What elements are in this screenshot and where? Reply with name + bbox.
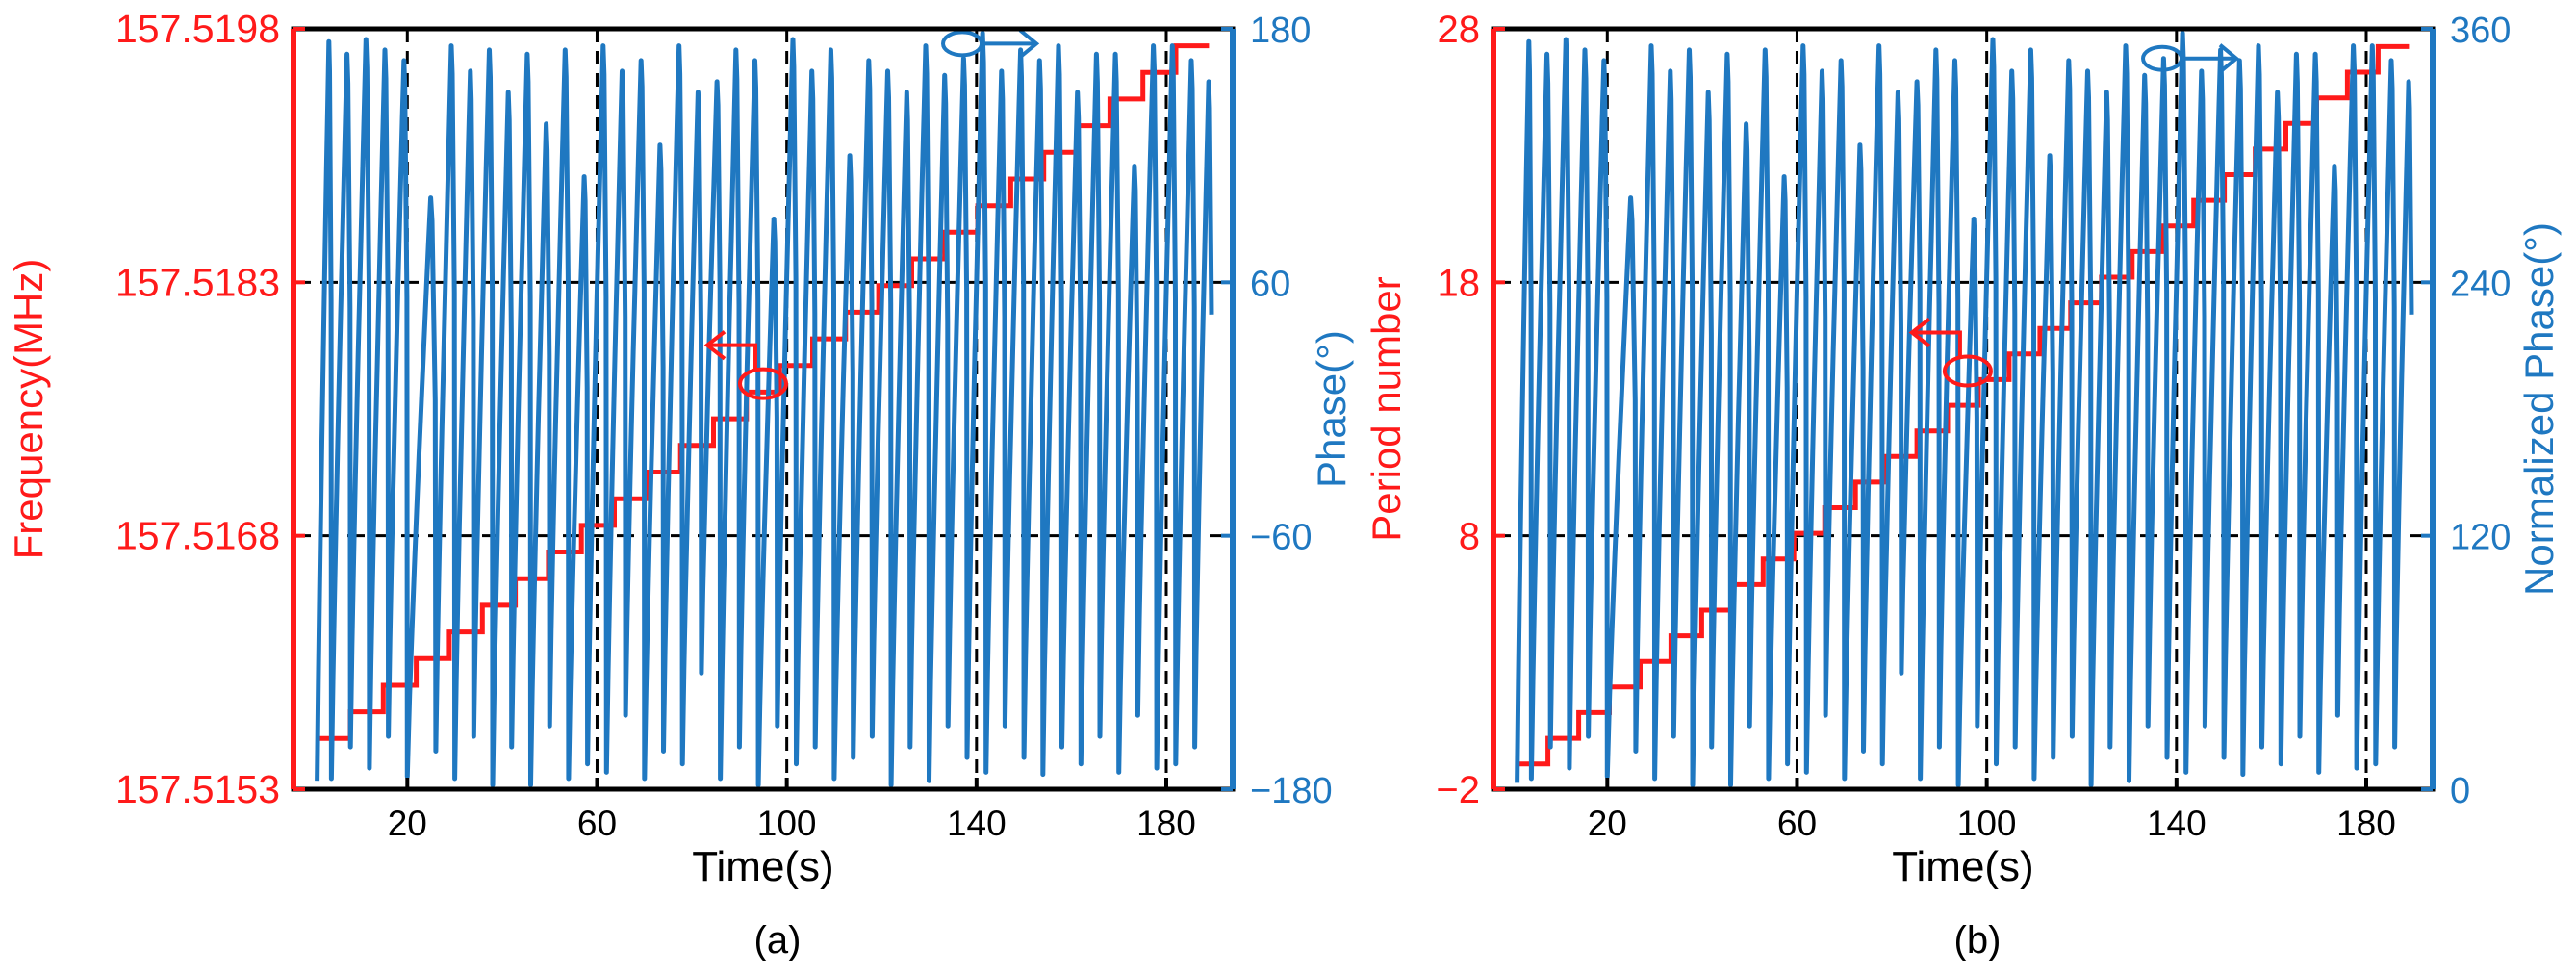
x-tick-label: 20 bbox=[388, 804, 427, 843]
right-y-tick-label: −60 bbox=[1250, 518, 1312, 558]
panel-a: 20 60 100 140 180 157.5153 157.5168 157.5183 157… bbox=[6, 7, 1354, 961]
x-tick-label: 60 bbox=[577, 804, 617, 843]
left-y-tick-label: 8 bbox=[1459, 516, 1480, 558]
right-axis-title: Phase(°) bbox=[1309, 330, 1354, 488]
right-axis-arrowhead bbox=[1018, 28, 1040, 59]
right-y-tick-label: −180 bbox=[1250, 771, 1333, 811]
panel-a-plot bbox=[315, 30, 1214, 788]
x-axis-title: Time(s) bbox=[692, 843, 833, 890]
right-axis-marker-ellipse bbox=[941, 30, 984, 58]
x-tick-label: 140 bbox=[2147, 804, 2206, 843]
panel-a-ticks bbox=[291, 27, 1236, 791]
left-axis-arrow bbox=[710, 343, 757, 371]
right-axis-arrowhead bbox=[2218, 43, 2240, 74]
left-axis-marker-ellipse bbox=[1942, 354, 1993, 388]
phase-series-line bbox=[315, 30, 1214, 788]
panel-caption: (b) bbox=[1954, 919, 2002, 961]
x-tick-label: 180 bbox=[2336, 804, 2396, 843]
left-axis-title: Period number bbox=[1364, 276, 1409, 541]
panel-b-labels: 20 60 100 140 180 −2 8 18 28 0 120 240 360 Time(s) Per… bbox=[1364, 9, 2562, 961]
x-tick-label: 100 bbox=[757, 804, 817, 843]
x-tick-label: 100 bbox=[1957, 804, 2017, 843]
x-tick-label: 180 bbox=[1136, 804, 1196, 843]
left-y-tick-label: −2 bbox=[1436, 769, 1480, 811]
left-axis-marker-ellipse bbox=[738, 367, 788, 400]
left-y-tick-label: 157.5198 bbox=[115, 7, 280, 51]
right-y-tick-label: 180 bbox=[1250, 11, 1311, 51]
panel-b-annotations bbox=[1908, 43, 2240, 388]
right-y-tick-label: 60 bbox=[1250, 264, 1290, 304]
x-axis-title: Time(s) bbox=[1892, 843, 2033, 890]
right-y-tick-label: 120 bbox=[2450, 518, 2511, 558]
x-tick-label: 140 bbox=[947, 804, 1007, 843]
right-y-tick-label: 360 bbox=[2450, 11, 2511, 51]
panel-a-labels: 20 60 100 140 180 157.5153 157.5168 157.5183 157… bbox=[6, 7, 1354, 961]
right-axis-title: Normalized Phase(°) bbox=[2516, 222, 2562, 596]
panel-b: 20 60 100 140 180 −2 8 18 28 0 120 240 360 Time(s) Per… bbox=[1364, 9, 2562, 961]
panel-b-plot bbox=[1515, 30, 2414, 788]
left-y-tick-label: 157.5168 bbox=[115, 514, 280, 558]
left-axis-arrowhead bbox=[1908, 317, 1931, 348]
right-y-tick-label: 0 bbox=[2450, 771, 2470, 811]
left-axis-arrow bbox=[1914, 330, 1962, 358]
left-axis-arrowhead bbox=[703, 330, 727, 361]
left-y-tick-label: 157.5153 bbox=[115, 767, 280, 811]
phase-series-line bbox=[1515, 30, 2414, 788]
panel-a-annotations bbox=[703, 28, 1040, 400]
panel-b-ticks bbox=[1491, 27, 2436, 791]
right-y-tick-label: 240 bbox=[2450, 264, 2511, 304]
panel-caption: (a) bbox=[754, 919, 802, 961]
left-axis-title: Frequency(MHz) bbox=[6, 259, 51, 560]
left-y-tick-label: 18 bbox=[1438, 262, 1481, 304]
left-y-tick-label: 28 bbox=[1438, 9, 1481, 51]
x-tick-label: 20 bbox=[1588, 804, 1627, 843]
x-tick-label: 60 bbox=[1777, 804, 1817, 843]
left-y-tick-label: 157.5183 bbox=[115, 260, 280, 304]
